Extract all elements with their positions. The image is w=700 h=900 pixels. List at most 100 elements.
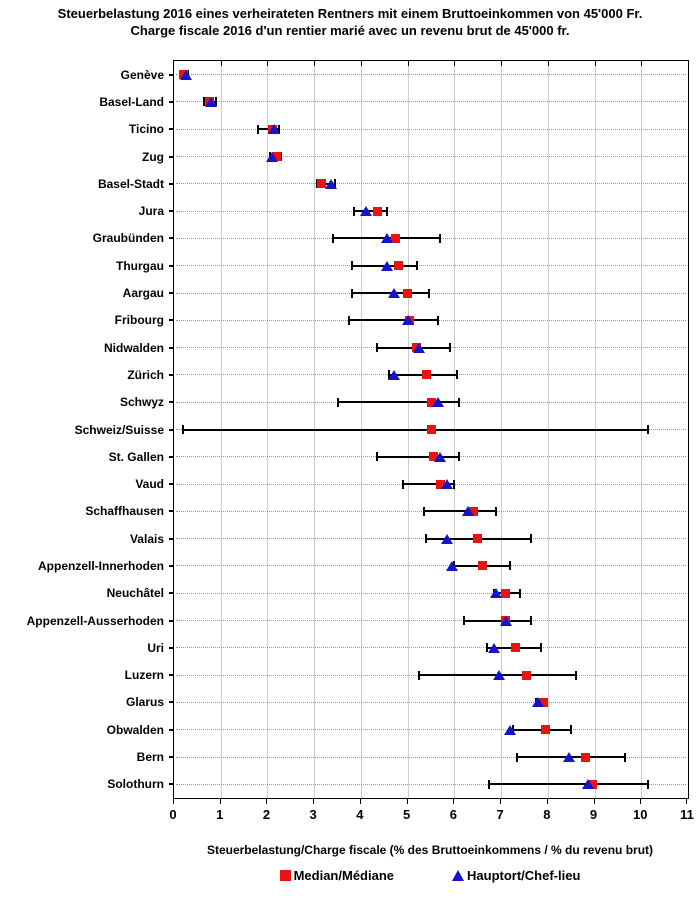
y-axis-tick <box>169 674 174 677</box>
y-axis-tick <box>169 373 174 376</box>
range-cap-high <box>530 616 533 626</box>
range-cap-high <box>574 670 577 680</box>
row-guide <box>176 783 686 785</box>
x-axis-tick-label: 6 <box>449 807 457 822</box>
capital-marker <box>266 151 279 162</box>
range-bar <box>402 483 455 486</box>
range-cap-low <box>401 479 404 489</box>
y-axis-tick <box>169 210 174 213</box>
x-axis-tick-label: 10 <box>633 807 648 822</box>
x-axis-tick-label: 11 <box>680 807 694 822</box>
capital-marker <box>324 178 337 189</box>
y-axis-tick <box>169 264 174 267</box>
range-cap-high <box>455 370 458 380</box>
y-axis-tick <box>169 100 174 103</box>
legend-label-median: Median/Médiane <box>293 868 395 883</box>
y-axis-tick <box>169 73 174 76</box>
y-axis-tick <box>169 428 174 431</box>
capital-marker <box>532 697 545 708</box>
x-tick-3 <box>313 798 315 804</box>
y-axis-tick <box>169 756 174 759</box>
median-marker <box>540 725 550 735</box>
range-cap-low <box>488 779 491 789</box>
median-marker <box>580 752 590 762</box>
capital-marker <box>380 260 393 271</box>
range-cap-high <box>448 343 451 353</box>
median-marker <box>426 425 436 434</box>
capital-marker <box>432 397 444 408</box>
range-cap-high <box>530 534 533 544</box>
range-bar <box>183 428 649 431</box>
y-axis-tick <box>169 237 174 240</box>
range-cap-high <box>495 506 498 516</box>
x-tick-9 <box>593 798 595 804</box>
top-tick-1 <box>220 61 222 66</box>
capital-triangle-icon <box>452 870 465 881</box>
y-axis-label: Glarus <box>125 695 164 710</box>
range-cap-low <box>348 315 351 325</box>
range-cap-high <box>539 643 542 653</box>
x-axis-tick-label: 5 <box>403 807 411 822</box>
x-axis-tick-label: 4 <box>356 807 364 822</box>
range-bar <box>349 319 438 322</box>
capital-marker <box>441 533 454 544</box>
plot-area: Genève Basel-Land Ticino Zug Basel-Stadt Jura… <box>27 60 689 799</box>
median-marker <box>501 588 511 598</box>
top-tick-10 <box>641 61 643 66</box>
row-guide <box>176 620 686 622</box>
y-axis-label: St. Gallen <box>108 449 164 464</box>
x-tick-1 <box>219 798 221 804</box>
row-guide <box>176 128 686 130</box>
capital-marker <box>562 752 575 763</box>
x-axis-tick-label: 3 <box>309 807 317 822</box>
y-axis-tick <box>169 182 174 185</box>
range-cap-low <box>257 124 260 134</box>
capital-marker <box>380 233 393 244</box>
top-tick-2 <box>267 61 269 66</box>
legend-item-median: Median/Médiane <box>279 868 395 883</box>
row-guide <box>176 565 686 567</box>
row-guide <box>176 265 686 267</box>
y-axis-tick <box>169 537 174 540</box>
range-cap-high <box>453 479 456 489</box>
x-axis-title: Steuerbelastung/Charge fiscale (% des Br… <box>206 843 654 857</box>
range-cap-high <box>437 315 439 325</box>
range-cap-low <box>315 179 318 189</box>
median-marker <box>403 288 413 298</box>
legend-label-capital: Hauptort/Chef-lieu <box>467 868 581 883</box>
range-cap-low <box>486 643 489 653</box>
row-guide <box>176 74 686 76</box>
capital-marker <box>387 369 400 380</box>
y-axis-label: Zug <box>142 149 164 164</box>
range-cap-high <box>509 561 512 571</box>
median-marker <box>435 479 445 489</box>
x-axis-tick-label: 2 <box>262 807 271 822</box>
y-axis-label: Graubünden <box>92 231 164 246</box>
range-bar <box>489 783 649 786</box>
capital-marker <box>434 451 447 462</box>
capital-marker <box>504 724 517 735</box>
range-cap-high <box>415 261 418 271</box>
capital-marker <box>401 315 414 326</box>
range-cap-low <box>418 670 421 680</box>
range-bar <box>337 401 460 404</box>
y-axis-tick <box>169 401 174 404</box>
y-axis-label: Aargau <box>122 286 164 301</box>
x-axis-tick-label: 9 <box>589 807 598 822</box>
range-bar <box>377 455 460 458</box>
capital-marker <box>179 69 192 80</box>
x-tick-0 <box>173 798 174 804</box>
median-square-icon <box>279 870 291 881</box>
x-tick-2 <box>266 798 268 804</box>
range-bar <box>463 619 532 622</box>
chart-title: Steuerbelastung 2016 eines verheirateten… <box>0 5 700 39</box>
y-axis-label: Fribourg <box>114 313 164 328</box>
row-guide <box>176 210 686 212</box>
range-cap-high <box>427 288 430 298</box>
x-tick-7 <box>500 798 502 804</box>
top-tick-7 <box>501 61 503 66</box>
median-marker <box>473 534 483 544</box>
row-guide <box>176 156 686 158</box>
y-axis-tick <box>169 155 174 158</box>
top-tick-5 <box>407 61 409 66</box>
